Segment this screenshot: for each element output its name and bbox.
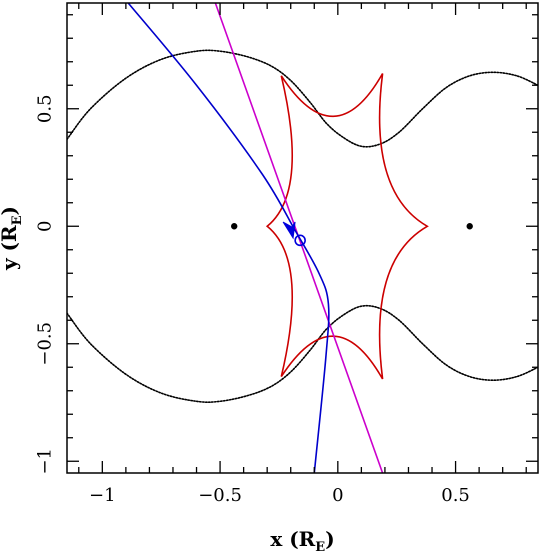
x-tick-label: 0 (332, 485, 343, 506)
source-circle (294, 234, 306, 247)
plot-frame (66, 2, 539, 474)
source-trajectory (127, 3, 330, 473)
y-tick-label: −1 (35, 448, 56, 475)
x-tick-label: 0.5 (441, 485, 470, 506)
x-tick-label: −0.5 (198, 485, 242, 506)
y-tick-label: 0 (35, 221, 56, 232)
curves-layer (67, 3, 538, 473)
lens-point-1 (231, 223, 238, 230)
critical-curve-upper (67, 49, 538, 148)
tick-labels-layer: −1 −0.5 0 0.5 −1 −0.5 0 0.5 (35, 94, 470, 506)
caustic-curve (265, 73, 429, 380)
y-axis-title: y (RE) (0, 206, 25, 271)
critical-curve-lower (67, 304, 538, 403)
y-tick-label: −0.5 (35, 322, 56, 366)
lens-point-2 (466, 223, 473, 230)
x-axis-title: x (RE) (270, 527, 334, 555)
x-tick-label: −1 (89, 485, 116, 506)
y-tick-label: 0.5 (35, 94, 56, 123)
markers-layer (231, 221, 473, 247)
direction-arrow (282, 221, 296, 240)
ticks-layer (67, 3, 538, 473)
